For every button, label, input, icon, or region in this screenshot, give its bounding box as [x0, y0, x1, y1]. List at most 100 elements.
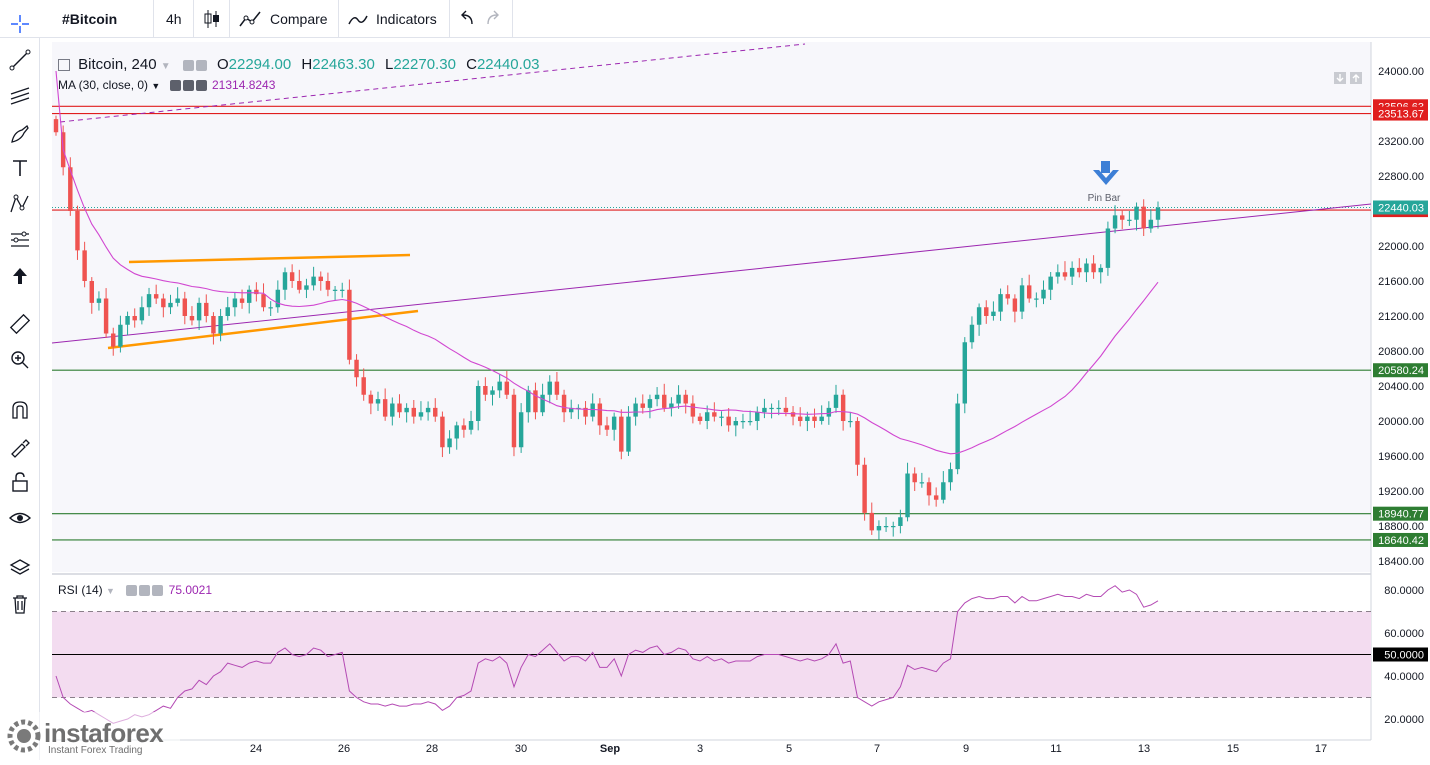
candle[interactable] [569, 407, 574, 413]
candle[interactable] [819, 416, 824, 421]
candle[interactable] [1034, 298, 1039, 300]
settings-icon[interactable] [195, 59, 207, 71]
candle[interactable] [697, 416, 703, 421]
pin-bar-arrow-icon[interactable] [1093, 161, 1119, 185]
brush-icon[interactable] [8, 122, 32, 146]
candle[interactable] [232, 298, 238, 308]
candle[interactable] [1026, 285, 1032, 299]
chevron-down-icon[interactable]: ▼ [151, 81, 161, 91]
candle[interactable] [354, 359, 359, 378]
visibility-icon[interactable] [126, 585, 138, 597]
candle[interactable] [497, 381, 502, 391]
candle[interactable] [425, 407, 431, 413]
candle[interactable] [855, 421, 860, 465]
candle[interactable] [540, 394, 545, 413]
triangle-upper-line[interactable] [128, 253, 411, 264]
candle[interactable] [454, 425, 459, 439]
candle[interactable] [433, 407, 438, 417]
trash-icon[interactable] [8, 592, 32, 616]
candle[interactable] [955, 403, 960, 470]
candle[interactable] [912, 473, 917, 483]
candle[interactable] [318, 276, 323, 281]
pitchfork-icon[interactable] [8, 84, 32, 108]
chevron-down-icon[interactable]: ▼ [160, 61, 171, 72]
candle[interactable] [1127, 219, 1132, 221]
candle[interactable] [289, 272, 295, 281]
candle[interactable] [969, 324, 975, 343]
candle[interactable] [1055, 272, 1061, 277]
symbol-search[interactable]: #Bitcoin [62, 11, 118, 27]
candle[interactable] [1077, 267, 1082, 273]
candle[interactable] [218, 316, 223, 334]
candle[interactable] [790, 412, 796, 417]
pane-arrows-icon[interactable] [1334, 72, 1362, 84]
candle[interactable] [189, 316, 195, 321]
candle[interactable] [1134, 206, 1139, 220]
ruler-icon[interactable] [8, 312, 32, 336]
candle[interactable] [246, 289, 252, 303]
candle[interactable] [891, 526, 896, 528]
candle[interactable] [704, 412, 710, 421]
rsi-label[interactable]: RSI (14) [58, 583, 103, 597]
candle[interactable] [347, 289, 352, 360]
trend-line-icon[interactable] [8, 48, 32, 72]
candle[interactable] [175, 298, 180, 303]
candle[interactable] [1155, 207, 1161, 220]
eye-icon[interactable] [8, 506, 32, 530]
candle[interactable] [640, 403, 645, 408]
indicators-icon[interactable] [347, 0, 369, 38]
moving-average-line[interactable] [55, 70, 1159, 455]
candle[interactable] [297, 281, 302, 290]
candle[interactable] [1112, 215, 1118, 229]
candle[interactable] [1098, 267, 1103, 273]
candle[interactable] [275, 289, 281, 308]
ma-label[interactable]: MA (30, close, 0) [58, 78, 149, 92]
candle[interactable] [683, 394, 688, 404]
candle[interactable] [1069, 267, 1075, 277]
candle[interactable] [254, 289, 259, 295]
candle[interactable] [755, 412, 760, 421]
unlock-icon[interactable] [8, 470, 32, 494]
candle[interactable] [662, 394, 667, 408]
candle[interactable] [590, 403, 595, 417]
candle[interactable] [647, 399, 653, 408]
redo-icon[interactable] [484, 0, 502, 38]
arrow-up-icon[interactable] [8, 264, 32, 288]
candle[interactable] [905, 473, 910, 518]
candle[interactable] [411, 407, 417, 417]
candle[interactable] [676, 394, 681, 404]
candle[interactable] [862, 464, 867, 513]
candle[interactable] [118, 324, 123, 347]
candle[interactable] [604, 425, 610, 430]
candle[interactable] [1048, 276, 1053, 290]
candle[interactable] [1091, 263, 1096, 273]
candle[interactable] [1019, 285, 1025, 312]
candle[interactable] [161, 298, 166, 308]
candle[interactable] [125, 316, 130, 325]
candle[interactable] [554, 381, 560, 395]
undo-icon[interactable] [458, 0, 476, 38]
candle[interactable] [747, 421, 753, 423]
candle[interactable] [53, 119, 59, 133]
candle[interactable] [805, 416, 810, 421]
candle[interactable] [132, 316, 137, 321]
candle[interactable] [533, 390, 538, 413]
layers-icon[interactable] [8, 556, 32, 580]
candle[interactable] [991, 311, 996, 316]
candle[interactable] [168, 302, 173, 308]
candle[interactable] [82, 250, 87, 281]
candle[interactable] [332, 289, 338, 291]
zoom-in-icon[interactable] [8, 348, 32, 372]
magnet-icon[interactable] [8, 398, 32, 422]
candle[interactable] [762, 407, 767, 413]
candle[interactable] [225, 307, 230, 316]
chevron-down-icon[interactable]: ▼ [106, 586, 115, 596]
candle[interactable] [669, 403, 674, 408]
close-icon[interactable] [152, 585, 164, 597]
prediction-icon[interactable] [8, 228, 32, 252]
candle-style-icon[interactable] [203, 0, 221, 38]
candle[interactable] [1105, 228, 1111, 268]
dashed-trendline[interactable] [59, 43, 806, 123]
candle[interactable] [75, 211, 80, 251]
candle[interactable] [468, 421, 474, 430]
